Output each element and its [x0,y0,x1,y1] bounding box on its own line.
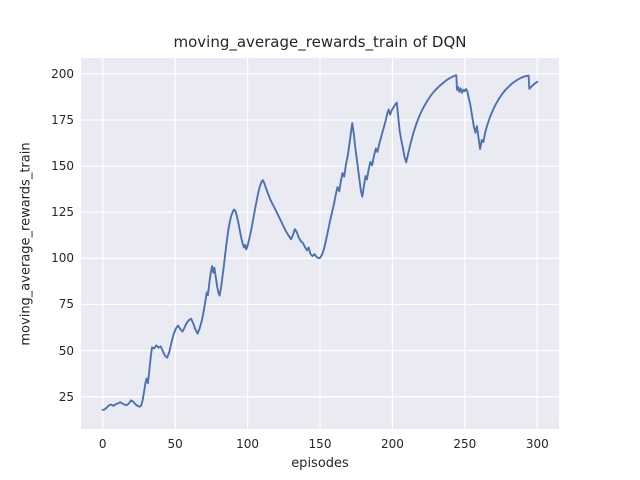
x-tick-label: 150 [308,437,332,451]
y-tick-label: 100 [51,251,74,266]
y-tick-label: 175 [51,112,74,127]
y-tick-label: 50 [58,343,74,358]
x-axis-label: episodes [291,456,349,471]
y-tick-label: 150 [51,159,74,174]
x-tick-label: 200 [380,437,404,451]
x-tick-label: 50 [167,437,183,451]
chart-title: moving_average_rewards_train of DQN [173,33,467,51]
x-tick-label: 250 [453,437,477,451]
y-axis-label: moving_average_rewards_train [18,142,34,346]
y-tick-label: 25 [58,389,74,404]
x-tick-label: 100 [236,437,260,451]
reward-line-series [101,74,539,411]
x-tick-label: 300 [525,437,549,451]
y-tick-label: 125 [51,205,74,220]
y-tick-label: 200 [51,66,74,81]
x-tick-label: 0 [98,437,107,451]
y-tick-label: 75 [58,297,74,312]
